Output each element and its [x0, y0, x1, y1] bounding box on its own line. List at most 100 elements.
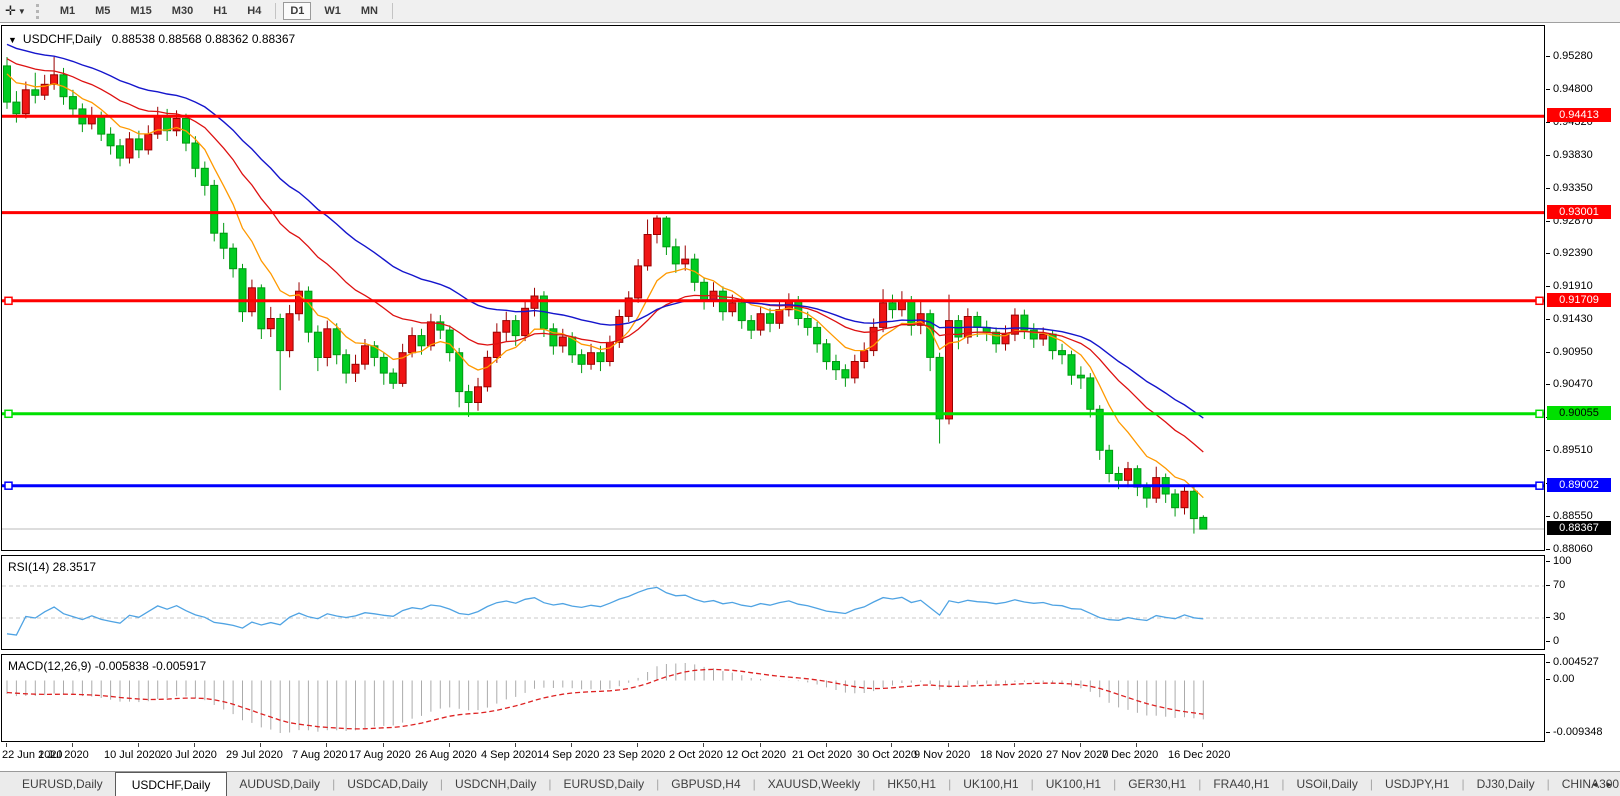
timeframe-button-m1[interactable]: M1 — [59, 5, 76, 17]
tab-scroll-right-icon[interactable]: ► — [1605, 780, 1614, 789]
macd-panel[interactable]: MACD(12,26,9) -0.005838 -0.005917 — [1, 654, 1545, 742]
axis-tick — [1546, 319, 1550, 320]
chart-tab-usdjpy[interactable]: USDJPY,H1 — [1384, 777, 1450, 791]
axis-tick — [1546, 641, 1550, 642]
rsi-chart — [2, 585, 1544, 636]
timeframe-button-m5[interactable]: M5 — [95, 5, 111, 17]
date-label: 7 Dec 2020 — [1102, 749, 1159, 761]
chart-tab-china300[interactable]: CHINA300,H1 — [1561, 777, 1620, 791]
date-tick — [1014, 743, 1015, 747]
axis-tick — [1546, 450, 1550, 451]
chart-title: ▼ USDCHF,Daily 0.88538 0.88568 0.88362 0.8… — [8, 32, 295, 46]
toolbar-separator — [392, 3, 393, 19]
date-tick — [571, 743, 572, 747]
chart-tab-ger30[interactable]: GER30,H1 — [1128, 777, 1187, 791]
date-tick — [326, 743, 327, 747]
timeframe-toolbar: M1 M5 M15 M30 H1 H4 D1 W1 MN — [50, 2, 397, 20]
chevron-down-icon[interactable]: ▼ — [17, 6, 26, 16]
timeframe-button-d1[interactable]: D1 — [283, 2, 312, 20]
axis-tick — [1546, 516, 1550, 517]
axis-tick — [1546, 155, 1550, 156]
timeframe-button-mn[interactable]: MN — [360, 5, 378, 17]
timeframe-button-h4[interactable]: H4 — [247, 5, 262, 17]
toolbar-grip — [35, 3, 42, 19]
ohlc-close: 0.88367 — [251, 32, 296, 46]
tab-divider: | — [1369, 777, 1373, 791]
hline-price-label: 0.94413 — [1547, 108, 1611, 122]
chart-tab-usdcad[interactable]: USDCAD,Daily — [347, 777, 428, 791]
rsi-panel[interactable]: RSI(14) 28.3517 — [1, 555, 1545, 650]
collapse-icon[interactable]: ▼ — [8, 35, 17, 45]
axis-tick-label: 0.90470 — [1553, 378, 1593, 390]
tab-divider: | — [1113, 777, 1117, 791]
axis-tick — [1546, 384, 1550, 385]
ohlc-low: 0.88362 — [205, 32, 249, 46]
symbol-label: USDCHF,Daily — [22, 32, 102, 46]
date-tick — [72, 743, 73, 747]
date-tick — [891, 743, 892, 747]
axis-tick-label: 0.93350 — [1553, 182, 1593, 194]
date-label: 30 Oct 2020 — [857, 749, 917, 761]
tab-divider: | — [439, 777, 443, 791]
rsi-label: RSI(14) 28.3517 — [8, 560, 97, 574]
date-label: 27 Nov 2020 — [1046, 749, 1109, 761]
date-label: 23 Sep 2020 — [603, 749, 666, 761]
date-tick — [515, 743, 516, 747]
tab-divider: | — [1546, 777, 1550, 791]
timeframe-button-m15[interactable]: M15 — [130, 5, 152, 17]
chart-tab-audusd[interactable]: AUDUSD,Daily — [239, 777, 321, 791]
date-label: 18 Nov 2020 — [980, 749, 1043, 761]
chart-tab-hk50[interactable]: HK50,H1 — [887, 777, 937, 791]
axis-tick — [1546, 286, 1550, 287]
date-tick — [760, 743, 761, 747]
date-label: 1 Jul 2020 — [38, 749, 89, 761]
chart-tab-uk100[interactable]: UK100,H1 — [1045, 777, 1102, 791]
toolbar-separator — [275, 3, 277, 19]
date-tick — [703, 743, 704, 747]
axis-tick — [1546, 549, 1550, 550]
chart-tab-xauusd[interactable]: XAUUSD,Weekly — [767, 777, 861, 791]
axis-tick — [1546, 89, 1550, 90]
chart-tab-gbpusd[interactable]: GBPUSD,H4 — [671, 777, 741, 791]
axis-tick — [1546, 56, 1550, 57]
chart-tab-dj30[interactable]: DJ30,Daily — [1476, 777, 1535, 791]
date-tick — [1202, 743, 1203, 747]
tab-divider: | — [1198, 777, 1202, 791]
date-label: 4 Sep 2020 — [481, 749, 538, 761]
axis-tick — [1546, 679, 1550, 680]
chart-tab-eurusd[interactable]: EURUSD,Daily — [22, 777, 103, 791]
tab-divider: | — [1030, 777, 1034, 791]
candlestick-chart[interactable] — [2, 26, 1544, 550]
timeframe-button-w1[interactable]: W1 — [324, 5, 341, 17]
ohlc-high: 0.88568 — [158, 32, 202, 46]
date-label: 29 Jul 2020 — [226, 749, 283, 761]
axis-tick-label: 0.92390 — [1553, 247, 1593, 259]
axis-tick-label: 0.93830 — [1553, 149, 1593, 161]
tab-divider: | — [1281, 777, 1285, 791]
tab-scroll-left-icon[interactable]: ◄ — [1590, 780, 1599, 789]
date-tick — [6, 743, 7, 747]
chart-tab-usdcnh[interactable]: USDCNH,Daily — [455, 777, 537, 791]
chart-tab-usoil[interactable]: USOil,Daily — [1296, 777, 1358, 791]
price-axis[interactable]: 0.95280 0.94800 0.94320 0.93830 0.93350 0.928… — [1546, 25, 1620, 770]
axis-tick-label: 0.90950 — [1553, 346, 1593, 358]
chart-tab-eurusd[interactable]: EURUSD,Daily — [563, 777, 645, 791]
hline-price-label: 0.91709 — [1547, 293, 1611, 307]
price-chart-panel[interactable]: ▼ USDCHF,Daily 0.88538 0.88568 0.88362 0.8… — [1, 25, 1545, 551]
date-tick — [449, 743, 450, 747]
hline-price-label: 0.89002 — [1547, 478, 1611, 492]
timeframe-button-m30[interactable]: M30 — [171, 5, 194, 17]
axis-tick-label: 0.89510 — [1553, 444, 1593, 456]
timeframe-button-h1[interactable]: H1 — [213, 5, 228, 17]
date-label: 16 Dec 2020 — [1168, 749, 1231, 761]
date-tick — [260, 743, 261, 747]
date-axis[interactable]: 22 Jun 2020 1 Jul 2020 10 Jul 2020 20 Jul 2… — [1, 743, 1545, 769]
chart-tab-fra40[interactable]: FRA40,H1 — [1213, 777, 1270, 791]
tab-divider: | — [656, 777, 660, 791]
cursor-move-icon[interactable]: ✛ — [5, 3, 16, 18]
axis-tick-label: 100 — [1553, 555, 1572, 567]
axis-tick-label: 0.91910 — [1553, 280, 1593, 292]
chart-tab-uk100[interactable]: UK100,H1 — [963, 777, 1019, 791]
chart-tab-usdchf[interactable]: USDCHF,Daily — [114, 772, 228, 796]
date-label: 9 Nov 2020 — [914, 749, 971, 761]
